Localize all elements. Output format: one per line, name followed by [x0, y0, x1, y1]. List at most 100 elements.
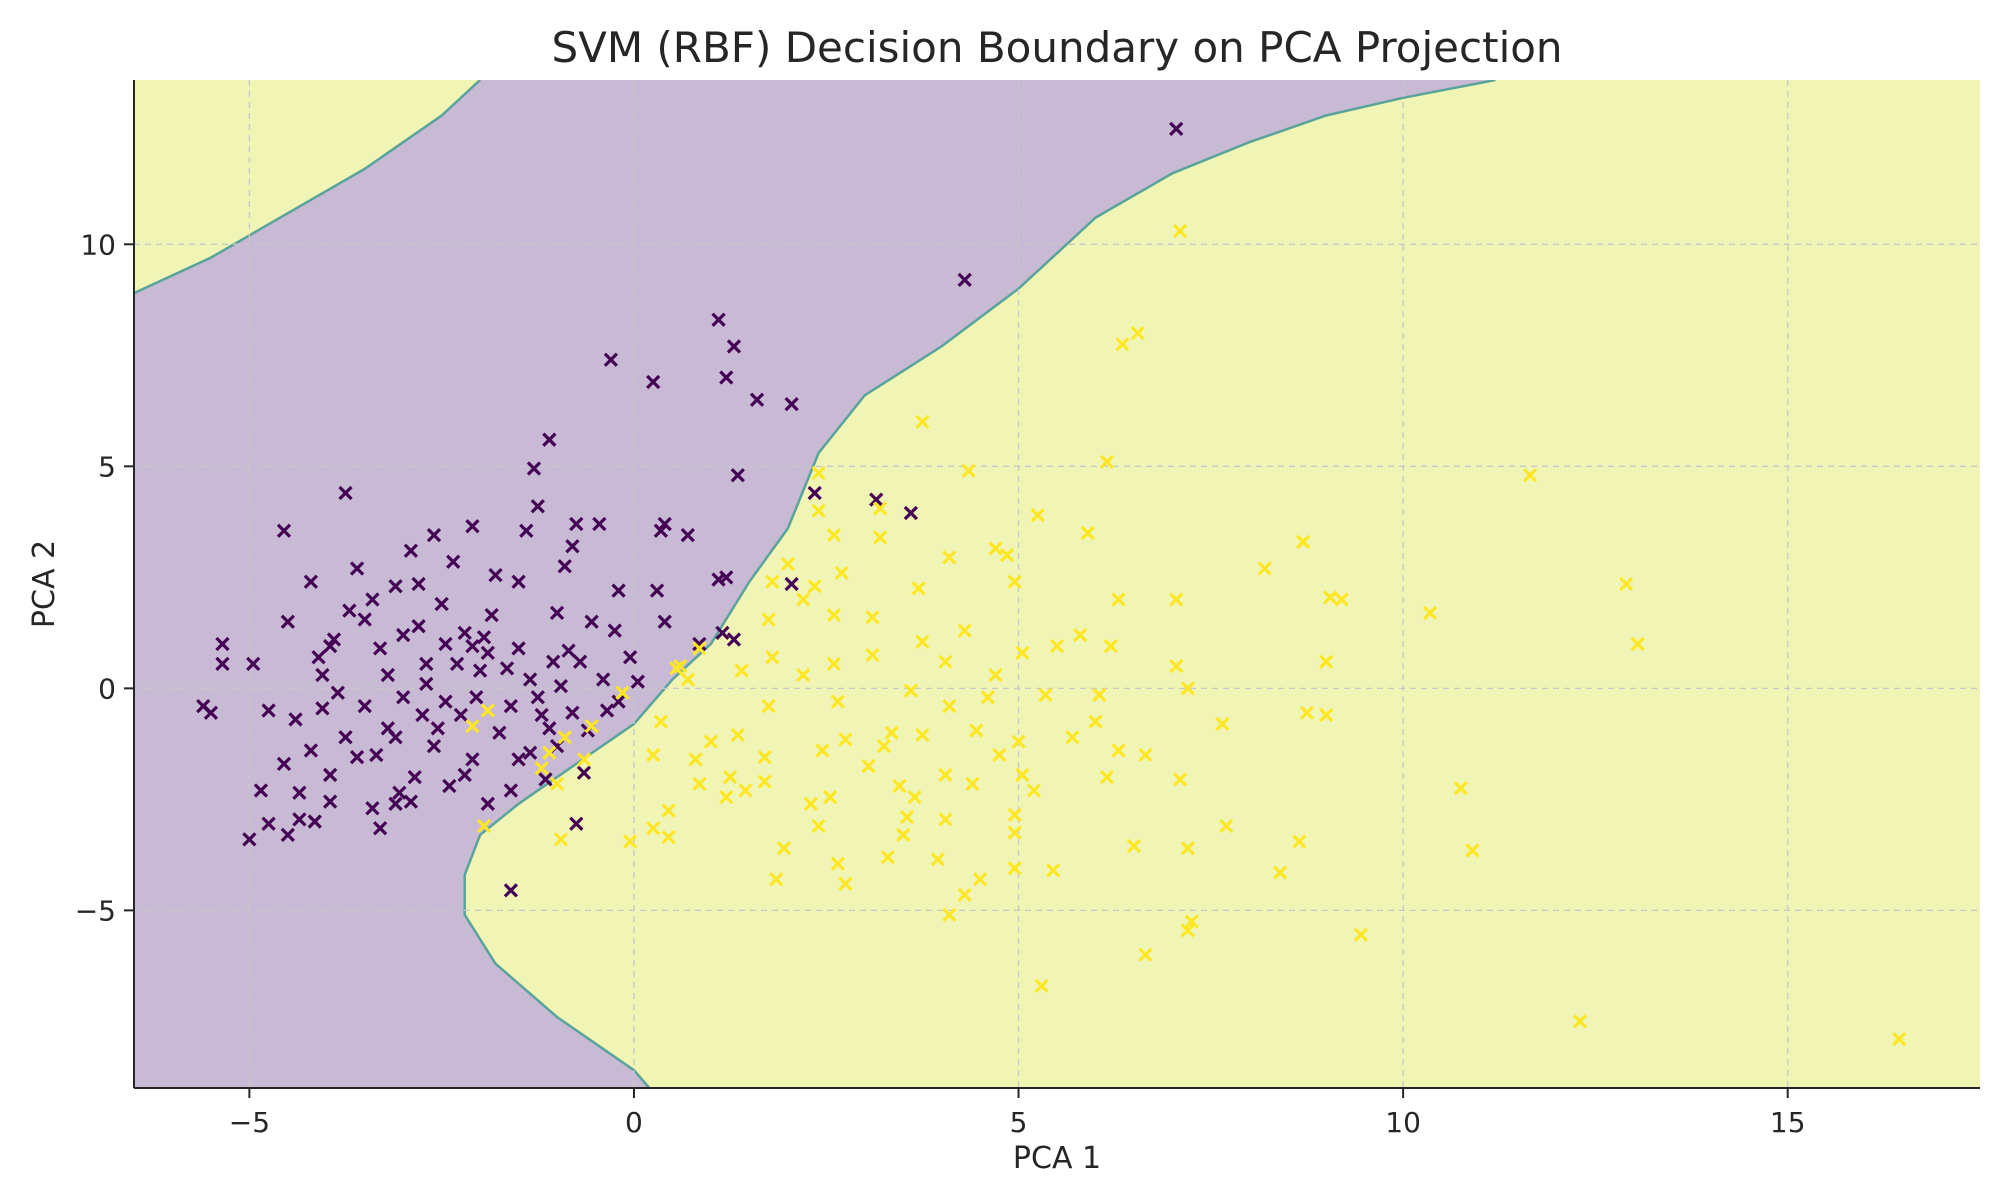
- point-class-1-70: [1111, 743, 1126, 758]
- point-class-0-135: [388, 730, 403, 745]
- y-tick-label-2: 5: [98, 450, 116, 483]
- point-class-1-59: [1088, 714, 1103, 729]
- point-class-1-67: [915, 727, 930, 743]
- point-class-1-56: [830, 694, 845, 709]
- point-class-1-89: [965, 776, 980, 791]
- point-class-0-52: [546, 654, 561, 669]
- point-class-0-77: [426, 738, 442, 754]
- point-class-0-107: [553, 679, 569, 694]
- point-class-0-139: [522, 745, 538, 760]
- point-class-1-30: [1422, 605, 1438, 620]
- point-class-0-78: [465, 752, 480, 767]
- point-class-1-93: [719, 790, 734, 805]
- point-class-1-14: [999, 548, 1015, 563]
- point-class-0-48: [419, 676, 434, 692]
- point-class-0-38: [511, 574, 526, 589]
- point-class-0-62: [373, 641, 388, 656]
- point-class-0-46: [311, 650, 326, 665]
- point-class-1-140: [884, 725, 899, 740]
- point-class-0-10: [526, 461, 542, 476]
- point-class-1-88: [907, 790, 922, 805]
- point-class-0-131: [499, 661, 515, 676]
- point-class-1-12: [1295, 534, 1311, 549]
- decision-boundary-upper-left: [134, 80, 481, 295]
- point-class-0-72: [288, 712, 303, 727]
- point-class-0-9: [542, 432, 557, 447]
- point-class-0-35: [784, 576, 799, 592]
- point-class-1-113: [880, 849, 895, 865]
- point-class-1-131: [680, 672, 695, 687]
- point-class-0-105: [472, 663, 488, 678]
- point-class-0-76: [369, 747, 384, 763]
- point-class-1-127: [1034, 978, 1049, 993]
- point-class-1-55: [1092, 687, 1107, 703]
- point-class-1-109: [476, 818, 492, 834]
- x-tick-label-4: 15: [1770, 1106, 1806, 1139]
- point-class-0-90: [373, 821, 388, 836]
- point-class-1-29: [1334, 592, 1349, 607]
- point-class-1-144: [1072, 627, 1088, 643]
- point-class-0-94: [307, 814, 322, 829]
- point-class-0-45: [246, 656, 261, 672]
- point-class-0-56: [657, 614, 672, 629]
- point-class-0-57: [692, 636, 707, 652]
- point-class-0-104: [438, 636, 453, 652]
- point-class-0-69: [534, 707, 549, 723]
- point-class-1-114: [930, 852, 945, 867]
- point-class-1-81: [1015, 767, 1030, 783]
- axes: [133, 80, 1980, 1089]
- point-class-1-98: [646, 821, 661, 836]
- point-class-0-109: [549, 605, 565, 620]
- point-class-0-34: [719, 570, 734, 585]
- point-class-1-78: [892, 778, 907, 794]
- point-class-1-79: [938, 767, 953, 783]
- point-class-1-104: [1180, 841, 1195, 856]
- point-class-0-19: [465, 519, 480, 534]
- point-class-0-37: [611, 583, 626, 598]
- point-class-0-106: [522, 672, 538, 687]
- point-class-1-18: [780, 556, 795, 572]
- point-class-0-63: [357, 698, 372, 714]
- point-class-1-138: [703, 734, 719, 749]
- point-class-0-16: [530, 499, 545, 514]
- point-class-0-96: [388, 796, 403, 811]
- point-class-1-117: [1272, 865, 1288, 880]
- point-class-1-143: [534, 761, 549, 776]
- point-class-0-88: [503, 783, 519, 798]
- point-class-0-43: [215, 636, 230, 652]
- point-class-0-49: [449, 656, 465, 672]
- point-class-1-65: [838, 732, 853, 747]
- point-class-0-121: [323, 767, 338, 783]
- point-class-1-139: [738, 783, 753, 798]
- point-class-1-27: [1169, 592, 1184, 607]
- point-class-1-37: [1103, 639, 1118, 654]
- point-class-1-141: [549, 776, 565, 791]
- point-class-1-85: [692, 776, 707, 791]
- point-class-0-26: [403, 543, 419, 558]
- point-class-0-32: [565, 539, 580, 554]
- x-tick-label-0: −5: [229, 1106, 270, 1139]
- point-class-0-140: [561, 643, 576, 658]
- point-class-0-103: [396, 627, 411, 643]
- point-class-0-118: [530, 690, 545, 705]
- point-class-0-4: [603, 352, 619, 367]
- point-class-1-80: [992, 747, 1007, 763]
- point-class-1-10: [1030, 508, 1045, 523]
- point-class-0-25: [653, 523, 669, 538]
- point-class-0-50: [480, 645, 495, 660]
- point-class-0-108: [484, 607, 499, 623]
- point-class-1-7: [1522, 468, 1538, 483]
- point-class-0-29: [303, 574, 319, 589]
- point-class-0-87: [457, 767, 472, 783]
- point-class-1-121: [972, 872, 988, 887]
- point-class-1-96: [938, 812, 953, 827]
- point-class-0-93: [292, 812, 307, 827]
- point-class-0-113: [430, 721, 445, 736]
- point-class-1-43: [765, 650, 780, 665]
- point-class-1-68: [969, 723, 984, 738]
- point-class-1-8: [811, 503, 826, 518]
- point-class-1-9: [872, 501, 888, 516]
- point-class-1-130: [669, 661, 684, 676]
- point-class-0-28: [388, 579, 403, 594]
- point-class-1-63: [653, 714, 669, 729]
